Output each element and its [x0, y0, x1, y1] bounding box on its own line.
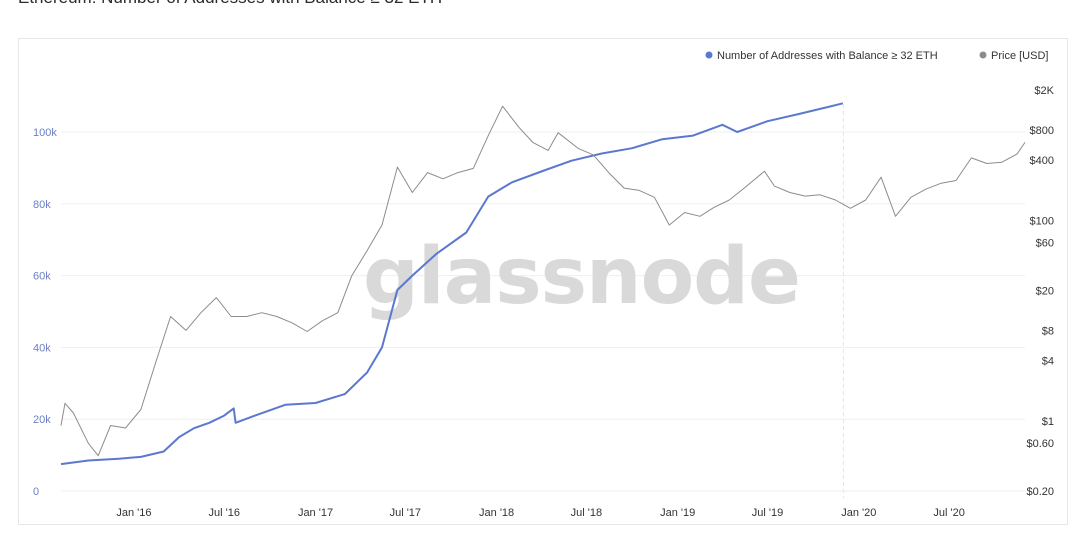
y-right-tick-label: $4: [1042, 356, 1054, 368]
legend-marker-addresses: [705, 51, 713, 59]
price-series-line: [60, 105, 1026, 457]
y-right-tick-label: $2K: [1034, 85, 1054, 97]
y-right-tick-label: $1: [1042, 416, 1054, 428]
y-right-tick-label: $0.60: [1026, 438, 1054, 450]
x-tick-label: Jan '19: [660, 507, 695, 519]
y-right-tick-label: $800: [1030, 125, 1054, 137]
x-tick-label: Jan '20: [841, 507, 876, 519]
chart-frame: [18, 38, 1068, 525]
y-left-tick-label: 60k: [33, 271, 51, 283]
legend-label-addresses[interactable]: Number of Addresses with Balance ≥ 32 ET…: [717, 50, 938, 62]
legend-label-price[interactable]: Price [USD]: [991, 50, 1048, 62]
y-right-tick-label: $400: [1030, 155, 1054, 167]
y-left-tick-label: 80k: [33, 199, 51, 211]
y-left-tick-label: 0: [33, 486, 39, 498]
x-tick-label: Jul '17: [390, 507, 421, 519]
y-right-tick-label: $20: [1036, 286, 1054, 298]
chart-title: Ethereum: Number of Addresses with Balan…: [18, 0, 442, 8]
x-tick-label: Jul '19: [752, 507, 783, 519]
x-tick-label: Jan '17: [298, 507, 333, 519]
legend-marker-price: [979, 51, 987, 59]
y-right-tick-label: $60: [1036, 238, 1054, 250]
addresses-series-line: [60, 102, 844, 466]
y-left-tick-label: 100k: [33, 127, 57, 139]
y-right-tick-label: $0.20: [1026, 486, 1054, 498]
x-tick-label: Jul '16: [209, 507, 240, 519]
x-tick-label: Jul '20: [933, 507, 964, 519]
x-tick-label: Jan '16: [116, 507, 151, 519]
y-left-tick-label: 20k: [33, 414, 51, 426]
watermark: glassnode: [363, 232, 800, 322]
y-left-tick-label: 40k: [33, 342, 51, 354]
x-tick-label: Jul '18: [571, 507, 602, 519]
x-tick-label: Jan '18: [479, 507, 514, 519]
y-right-tick-label: $8: [1042, 325, 1054, 337]
y-right-tick-label: $100: [1030, 215, 1054, 227]
